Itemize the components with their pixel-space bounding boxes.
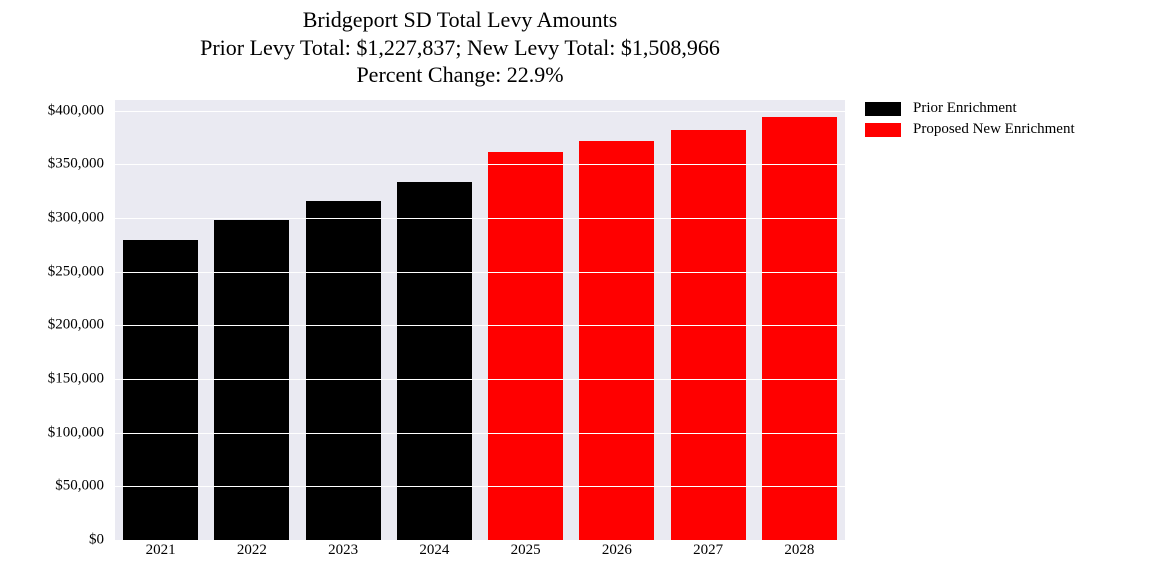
legend-label: Proposed New Enrichment (913, 121, 1075, 138)
legend-item: Prior Enrichment (865, 100, 1152, 117)
x-tick-label: 2026 (602, 542, 632, 559)
chart-title-line3: Percent Change: 22.9% (75, 61, 845, 89)
x-tick-label: 2027 (693, 542, 723, 559)
legend-item: Proposed New Enrichment (865, 121, 1152, 138)
y-tick-label: $0 (89, 532, 104, 549)
legend: Prior Enrichment Proposed New Enrichment (865, 100, 1152, 142)
y-tick-label: $400,000 (48, 102, 104, 119)
legend-swatch (865, 123, 901, 137)
gridline (115, 379, 845, 380)
x-tick-label: 2022 (237, 542, 267, 559)
gridline (115, 325, 845, 326)
bar (306, 201, 381, 540)
bars-group (115, 100, 845, 540)
chart-title-line1: Bridgeport SD Total Levy Amounts (75, 6, 845, 34)
gridline (115, 218, 845, 219)
gridline (115, 540, 845, 541)
gridline (115, 164, 845, 165)
bar (762, 117, 837, 540)
plot-area (115, 100, 845, 540)
bar (214, 220, 289, 540)
legend-swatch (865, 102, 901, 116)
bar (488, 152, 563, 540)
y-tick-label: $350,000 (48, 156, 104, 173)
bar (123, 240, 198, 540)
chart-title-block: Bridgeport SD Total Levy Amounts Prior L… (75, 0, 845, 89)
y-tick-label: $250,000 (48, 263, 104, 280)
bar (579, 141, 654, 540)
x-axis-labels: 2021 2022 2023 2024 2025 2026 2027 2028 (115, 542, 845, 572)
gridline (115, 111, 845, 112)
chart-title-line2: Prior Levy Total: $1,227,837; New Levy T… (75, 34, 845, 62)
x-tick-label: 2021 (146, 542, 176, 559)
legend-label: Prior Enrichment (913, 100, 1017, 117)
y-tick-label: $150,000 (48, 371, 104, 388)
y-tick-label: $300,000 (48, 210, 104, 227)
chart-container: Bridgeport SD Total Levy Amounts Prior L… (20, 0, 1132, 576)
x-tick-label: 2023 (328, 542, 358, 559)
y-tick-label: $50,000 (55, 478, 104, 495)
y-tick-label: $200,000 (48, 317, 104, 334)
y-axis-labels: $0$50,000$100,000$150,000$200,000$250,00… (20, 100, 110, 540)
x-tick-label: 2028 (784, 542, 814, 559)
x-tick-label: 2024 (419, 542, 449, 559)
y-tick-label: $100,000 (48, 424, 104, 441)
gridline (115, 486, 845, 487)
x-tick-label: 2025 (511, 542, 541, 559)
gridline (115, 272, 845, 273)
gridline (115, 433, 845, 434)
bar (671, 130, 746, 540)
